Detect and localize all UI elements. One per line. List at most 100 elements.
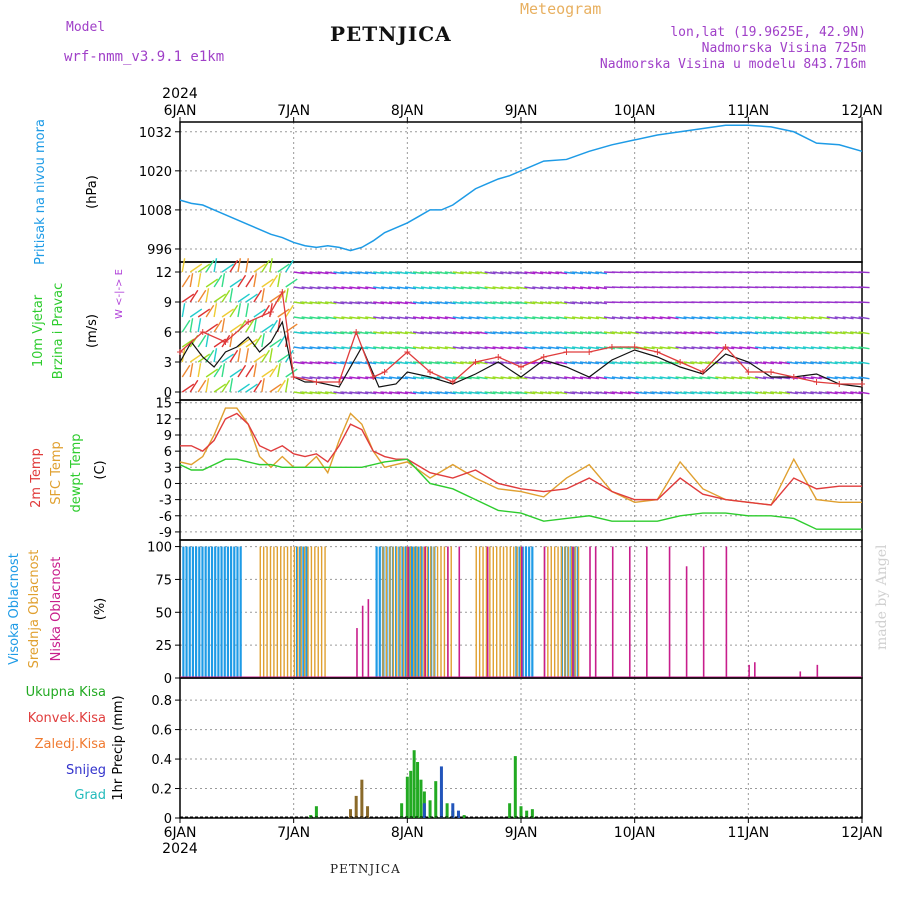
wind-barb	[747, 331, 759, 335]
cloud-low-bar	[486, 546, 489, 678]
cloud-mid-bar	[553, 546, 556, 678]
x-tick-label-bottom: 9JAN	[505, 825, 538, 841]
wind-gust-marker	[449, 379, 456, 385]
wind-barb	[404, 271, 417, 275]
wind-barb	[516, 376, 528, 380]
wind-gust-marker	[404, 349, 411, 355]
wind-barb	[492, 286, 504, 290]
wind-barb	[237, 258, 242, 273]
wind-barb	[396, 301, 409, 305]
wind-barb	[420, 331, 432, 335]
wind-barb	[245, 338, 258, 348]
cloud-low-bar	[799, 671, 802, 678]
wind-barb	[213, 258, 218, 273]
cloud-high-bar	[414, 546, 417, 678]
cloud-mid-bar	[409, 546, 412, 678]
wind-barb	[484, 331, 496, 335]
wind-barb	[261, 349, 270, 363]
wind-barb	[333, 391, 345, 395]
wind-barb	[444, 361, 456, 365]
wind-barb	[532, 286, 544, 290]
wind-barb	[221, 363, 226, 378]
wind-barb	[412, 346, 424, 350]
wind-barb	[341, 271, 353, 275]
wind-barb	[317, 331, 329, 335]
wind-barb	[197, 289, 207, 303]
wind-barb	[428, 286, 440, 290]
wind-barb	[309, 346, 321, 350]
wind-barb	[532, 376, 544, 380]
x-tick-label-top: 6JAN	[164, 103, 197, 119]
wind-barb	[492, 331, 504, 335]
cloud-low-bar	[521, 546, 523, 678]
cloud-mid-bar	[440, 546, 442, 678]
wind-barb	[197, 273, 202, 288]
wind-barb	[381, 301, 393, 305]
cloud-low-bar	[458, 546, 461, 678]
wind-barb	[181, 293, 195, 303]
wind-barb	[500, 271, 512, 275]
cloud-mid-bar	[485, 546, 488, 678]
wind-barb	[221, 318, 226, 333]
wind-barb	[763, 376, 775, 380]
cloud-low-bar	[754, 662, 756, 678]
wind-barb	[325, 271, 337, 275]
wind-barb	[221, 353, 235, 363]
wind-barb	[301, 316, 313, 320]
wind-barb	[858, 316, 870, 320]
cloud-unit: (%)	[93, 598, 108, 621]
station-title: PETNJICA	[330, 22, 452, 46]
precip-total-bar	[525, 810, 529, 818]
wind-barb	[667, 316, 679, 320]
cloud-mid-bar	[402, 546, 405, 678]
wind-barb	[269, 319, 278, 333]
wind-barb	[404, 331, 417, 335]
wind-barb	[412, 271, 424, 275]
wind-barb	[516, 331, 528, 335]
wind-barb	[341, 301, 353, 305]
wind-gust-marker	[177, 349, 183, 355]
wind-barb	[603, 316, 615, 320]
wind-barb	[181, 338, 195, 348]
wind-barb	[333, 271, 345, 275]
wind-barb	[826, 331, 838, 335]
wind-barb	[699, 376, 711, 380]
wind-barb	[476, 376, 488, 380]
wind-barb	[739, 346, 751, 350]
wind-barb	[285, 278, 298, 288]
cloud-high-bar	[236, 546, 239, 678]
wind-barb	[293, 271, 305, 275]
wind-barb	[181, 364, 191, 378]
cloud-low-bar	[407, 546, 409, 678]
wind-barb	[365, 376, 377, 380]
wind-barb	[627, 391, 639, 395]
wind-barb	[428, 301, 440, 305]
wind-barb	[285, 304, 294, 318]
wind-barb	[365, 301, 377, 305]
cloud-mid-bar	[266, 546, 268, 678]
cloud-mid-bar	[419, 546, 422, 678]
wind-barb	[389, 316, 401, 320]
wind-barb	[253, 308, 266, 318]
wind-barb	[572, 286, 584, 290]
wind-barb	[595, 286, 608, 290]
cloud-mid-bar	[320, 546, 323, 678]
wind-barb	[524, 316, 536, 320]
cloud-high-bar	[188, 546, 191, 678]
wind-barb	[309, 376, 321, 380]
wind-barb	[261, 333, 265, 348]
x-tick-label-bottom: 12JAN	[841, 825, 883, 841]
y-tick-label: 6	[164, 326, 172, 341]
wind-barb	[580, 376, 592, 380]
wind-barb	[349, 391, 361, 395]
wind-barb	[675, 376, 687, 380]
wind-barb	[389, 346, 401, 350]
precip-legend-item: Zaledj.Kisa	[35, 737, 106, 752]
wind-barb	[237, 338, 250, 348]
wind-barb	[396, 331, 409, 335]
wind-barb	[619, 376, 631, 380]
wind-barb	[778, 346, 791, 350]
wind-barb	[691, 391, 703, 395]
wind-barb	[412, 361, 424, 365]
wind-barb	[301, 271, 313, 275]
